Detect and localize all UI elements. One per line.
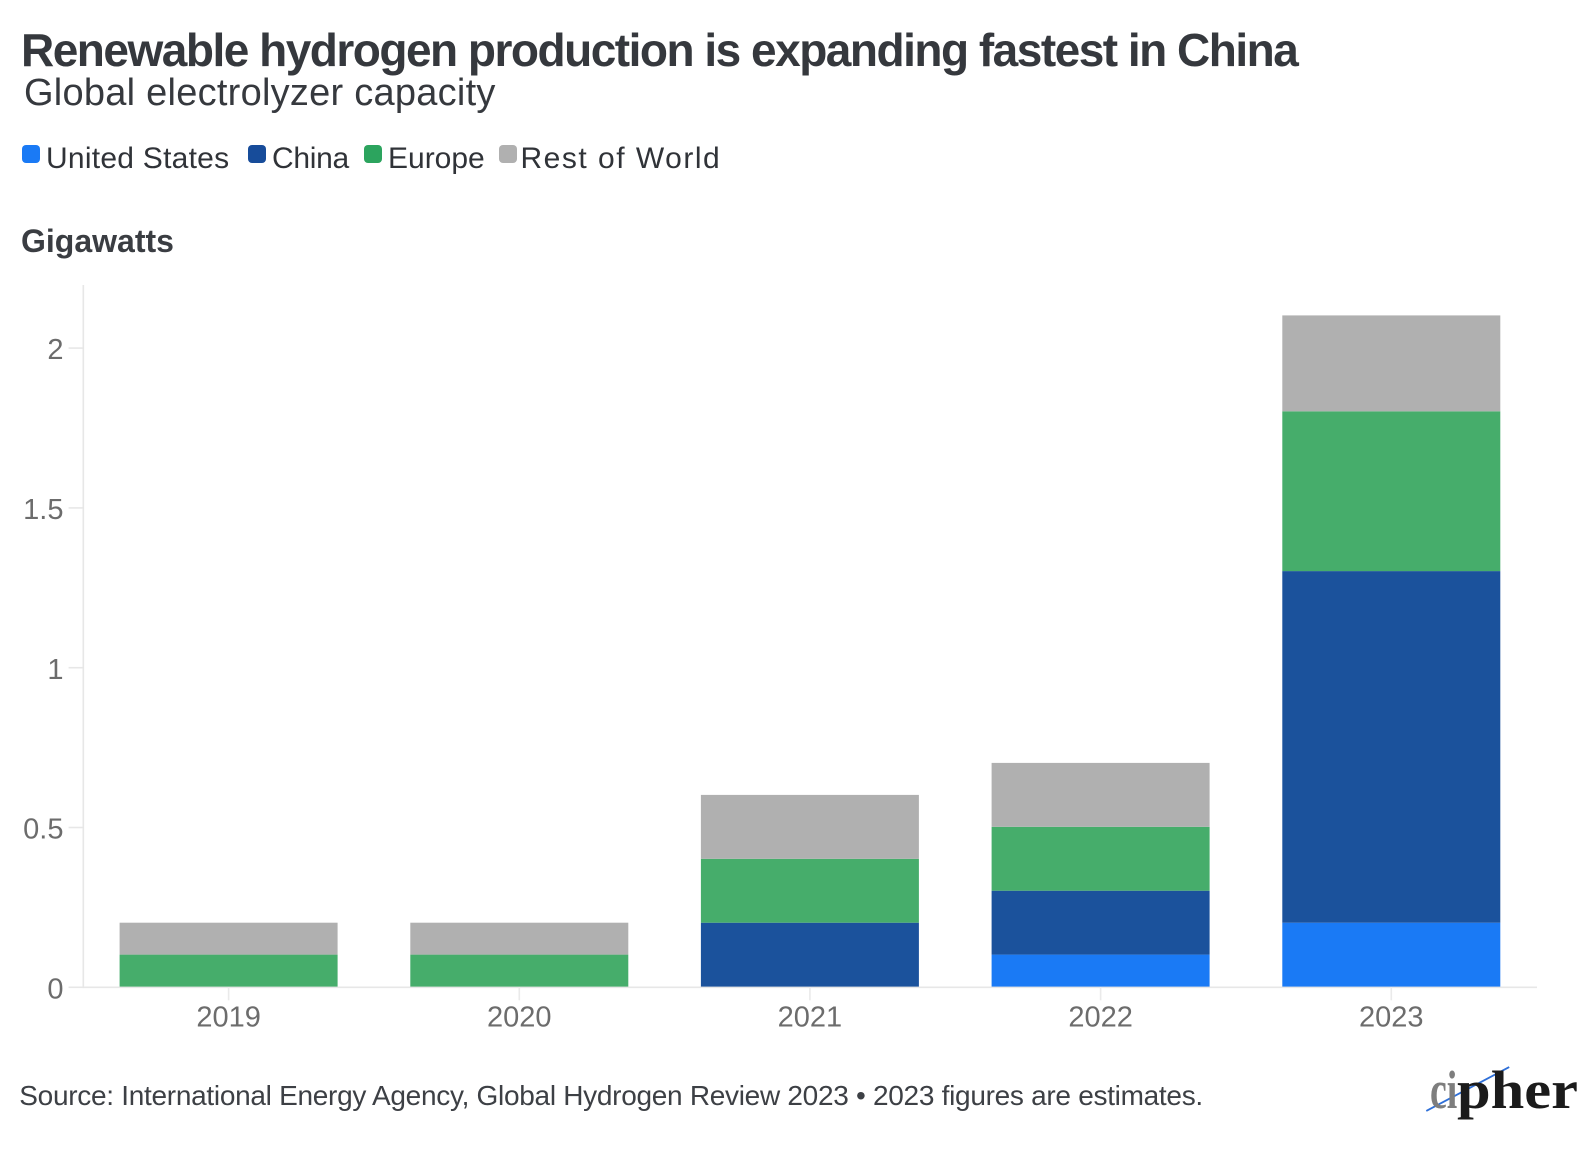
svg-text:1: 1 bbox=[47, 654, 63, 686]
svg-text:2021: 2021 bbox=[778, 1001, 843, 1033]
svg-text:1.5: 1.5 bbox=[23, 494, 63, 526]
svg-text:2023: 2023 bbox=[1359, 1001, 1424, 1033]
svg-text:2019: 2019 bbox=[196, 1001, 261, 1033]
svg-text:2020: 2020 bbox=[487, 1001, 552, 1033]
svg-text:2: 2 bbox=[47, 334, 63, 366]
svg-text:2022: 2022 bbox=[1068, 1001, 1133, 1033]
svg-text:0: 0 bbox=[47, 973, 63, 1005]
svg-text:0.5: 0.5 bbox=[23, 814, 63, 846]
